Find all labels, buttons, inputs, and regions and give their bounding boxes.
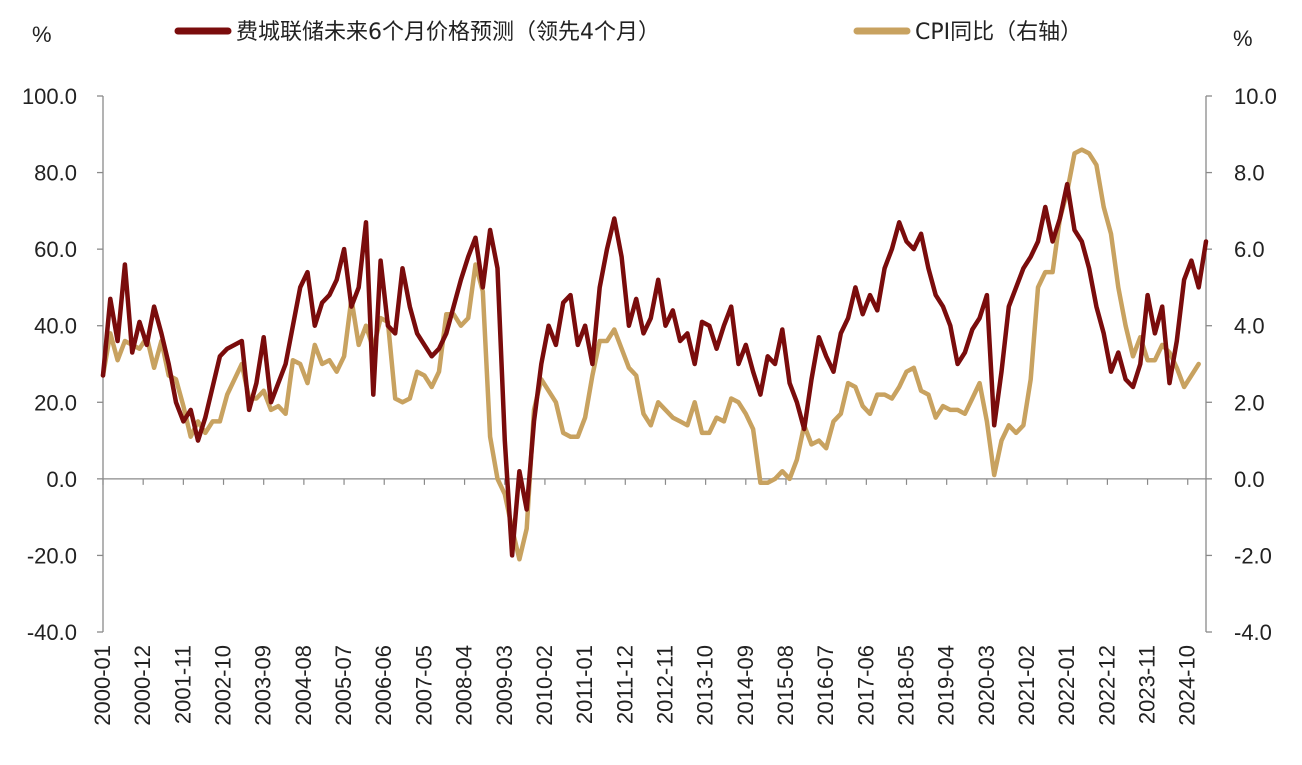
right-axis-unit: % [1233, 26, 1253, 51]
x-tick-label: 2009-03 [492, 645, 517, 726]
left-tick-label: 60.0 [34, 237, 77, 262]
x-tick-label: 2020-03 [974, 645, 999, 726]
x-tick-label: 2004-08 [291, 645, 316, 726]
x-tick-label: 2000-12 [130, 645, 155, 726]
x-tick-label: 2022-12 [1094, 645, 1119, 726]
x-tick-label: 2012-11 [652, 645, 677, 724]
left-axis-ticks: 100.0 80.0 60.0 40.0 20.0 0.0 -20.0 -40.0 [22, 84, 103, 645]
left-tick-label: 80.0 [34, 161, 77, 186]
right-tick-label: 10.0 [1234, 84, 1277, 109]
left-tick-label: 20.0 [34, 390, 77, 415]
right-tick-label: 6.0 [1234, 237, 1265, 262]
right-tick-label: 2.0 [1234, 390, 1265, 415]
x-tick-label: 2019-04 [934, 645, 959, 726]
x-tick-label: 2001-11 [170, 645, 195, 724]
x-tick-label: 2005-07 [331, 645, 356, 726]
x-tick-label: 2018-05 [894, 645, 919, 726]
legend-label-philly-fed: 费城联储未来6个月价格预测（领先4个月） [236, 20, 660, 45]
x-tick-label: 2000-01 [90, 645, 115, 726]
x-tick-label: 2024-10 [1175, 645, 1200, 726]
right-axis-ticks: 10.0 8.0 6.0 4.0 2.0 0.0 -2.0 -4.0 [1206, 84, 1277, 645]
x-tick-label: 2002-10 [211, 645, 236, 726]
x-tick-label: 2016-07 [813, 645, 838, 726]
x-tick-label: 2007-05 [411, 645, 436, 726]
legend-label-cpi: CPI同比（右轴） [915, 20, 1082, 45]
x-tick-label: 2003-09 [251, 645, 276, 726]
x-tick-label: 2013-10 [693, 645, 718, 726]
right-tick-label: 0.0 [1234, 467, 1265, 492]
x-tick-label: 2010-02 [532, 645, 557, 726]
left-tick-label: 100.0 [22, 84, 77, 109]
left-tick-label: 0.0 [46, 467, 77, 492]
x-tick-label: 2023-11 [1135, 645, 1160, 724]
x-tick-label: 2022-01 [1054, 645, 1079, 726]
x-tick-label: 2014-09 [733, 645, 758, 726]
x-tick-label: 2008-04 [452, 645, 477, 726]
series-line-cpi [100, 147, 1201, 562]
right-tick-label: 4.0 [1234, 314, 1265, 339]
left-tick-label: -40.0 [27, 620, 77, 645]
x-tick-label: 2015-08 [773, 645, 798, 726]
right-tick-label: 8.0 [1234, 161, 1265, 186]
left-tick-label: 40.0 [34, 314, 77, 339]
left-axis-unit: % [32, 22, 52, 47]
x-axis-ticks: 2000-01 2000-12 2001-11 2002-10 2003-09 2004-… [90, 478, 1200, 726]
right-tick-label: -4.0 [1234, 620, 1272, 645]
series-line-philly-fed [100, 181, 1209, 558]
right-tick-label: -2.0 [1234, 543, 1272, 568]
x-tick-label: 2011-12 [612, 645, 637, 724]
chart-legend: 费城联储未来6个月价格预测（领先4个月） CPI同比（右轴） [174, 20, 1082, 45]
x-tick-label: 2011-01 [572, 645, 597, 724]
x-tick-label: 2017-06 [853, 645, 878, 726]
x-tick-label: 2021-02 [1014, 645, 1039, 726]
left-tick-label: -20.0 [27, 543, 77, 568]
x-tick-label: 2006-06 [371, 645, 396, 726]
series-lines [100, 147, 1209, 562]
